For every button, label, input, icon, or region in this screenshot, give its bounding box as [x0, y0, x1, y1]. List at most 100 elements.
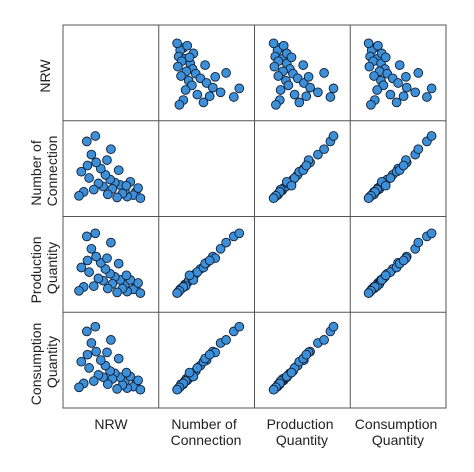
data-point [398, 91, 409, 102]
data-point [273, 71, 284, 81]
data-point [198, 97, 209, 108]
row-label-nrw: NRW [37, 59, 53, 93]
data-point [401, 71, 411, 82]
data-point [394, 60, 405, 70]
data-point [192, 363, 203, 373]
data-point [84, 267, 94, 277]
data-point [84, 363, 94, 373]
data-point [133, 375, 143, 386]
data-point [93, 273, 104, 284]
panel-nrw-vs-number-of-connection [172, 38, 245, 110]
data-point [313, 87, 323, 98]
data-point [184, 270, 195, 281]
data-point [81, 231, 92, 242]
data-point [268, 38, 279, 49]
data-point [301, 91, 312, 102]
data-point [286, 52, 297, 63]
data-point [289, 89, 300, 100]
data-point [369, 71, 379, 81]
data-point [286, 180, 297, 191]
data-point [81, 136, 92, 147]
panel-number-of-connection-vs-consumption-quantity [363, 131, 437, 204]
data-point [91, 251, 101, 262]
data-point [301, 349, 312, 360]
data-point [234, 83, 245, 94]
panel-consumption-quantity-vs-nrw [74, 321, 146, 395]
data-point [121, 270, 132, 281]
data-point [305, 82, 315, 93]
data-point [174, 99, 185, 110]
data-point [112, 287, 122, 298]
data-point [380, 270, 391, 281]
data-point [135, 288, 146, 298]
panel-production-quantity-vs-nrw [74, 228, 146, 298]
data-point [204, 91, 215, 102]
data-point [207, 82, 218, 93]
data-point [82, 255, 93, 266]
data-point [135, 193, 146, 204]
data-point [372, 85, 382, 95]
row-labels: NRW Number of Connection Production Quan… [28, 59, 60, 406]
row-label-production-quantity: Production Quantity [28, 233, 60, 304]
panel-consumption-quantity-vs-production-quantity [268, 321, 339, 395]
data-point [182, 40, 193, 51]
data-point [413, 144, 424, 155]
column-label-nrw: NRW [94, 416, 128, 432]
data-point [106, 144, 116, 155]
data-point [268, 384, 279, 395]
data-point [215, 87, 226, 98]
data-point [91, 346, 101, 357]
data-point [172, 288, 182, 298]
data-point [298, 60, 309, 70]
data-point [90, 131, 101, 141]
data-point [380, 180, 391, 191]
data-point [413, 237, 424, 248]
data-point [76, 356, 87, 367]
panel-nrw-vs-consumption-quantity [363, 38, 437, 110]
data-point [200, 60, 210, 70]
panel-grid [62, 24, 447, 409]
data-point [113, 353, 124, 364]
data-point [86, 338, 97, 348]
data-point [319, 68, 329, 78]
data-point [313, 149, 323, 160]
data-point [74, 285, 84, 296]
data-point [204, 349, 215, 360]
data-point [173, 61, 183, 72]
panel-number-of-connection-vs-production-quantity [268, 131, 339, 204]
data-point [373, 40, 383, 51]
data-point [268, 193, 279, 204]
data-point [391, 97, 402, 108]
data-point [398, 255, 409, 266]
data-point [380, 52, 391, 63]
data-point [325, 92, 336, 102]
data-point [401, 82, 412, 93]
row-label-consumption-quantity: Consumption Quantity [28, 319, 60, 405]
data-point [410, 87, 421, 98]
data-point [283, 80, 294, 91]
data-point [112, 384, 122, 394]
data-point [426, 131, 437, 141]
data-point [286, 367, 297, 378]
data-point [385, 89, 396, 100]
data-point [102, 189, 113, 200]
data-point [84, 173, 94, 183]
data-point [303, 71, 314, 82]
column-label-consumption-quantity: Consumption Quantity [355, 416, 441, 448]
data-point [95, 355, 106, 365]
data-point [204, 255, 215, 266]
data-point [90, 228, 101, 239]
data-point [328, 321, 339, 332]
data-point [91, 157, 101, 168]
data-point [172, 38, 182, 49]
data-point [74, 382, 84, 393]
data-point [422, 92, 432, 102]
panel-production-quantity-vs-number-of-connection [172, 228, 245, 298]
data-point [234, 321, 245, 332]
data-point [221, 335, 231, 345]
data-point [102, 347, 112, 358]
data-point [184, 52, 195, 63]
data-point [74, 190, 84, 201]
